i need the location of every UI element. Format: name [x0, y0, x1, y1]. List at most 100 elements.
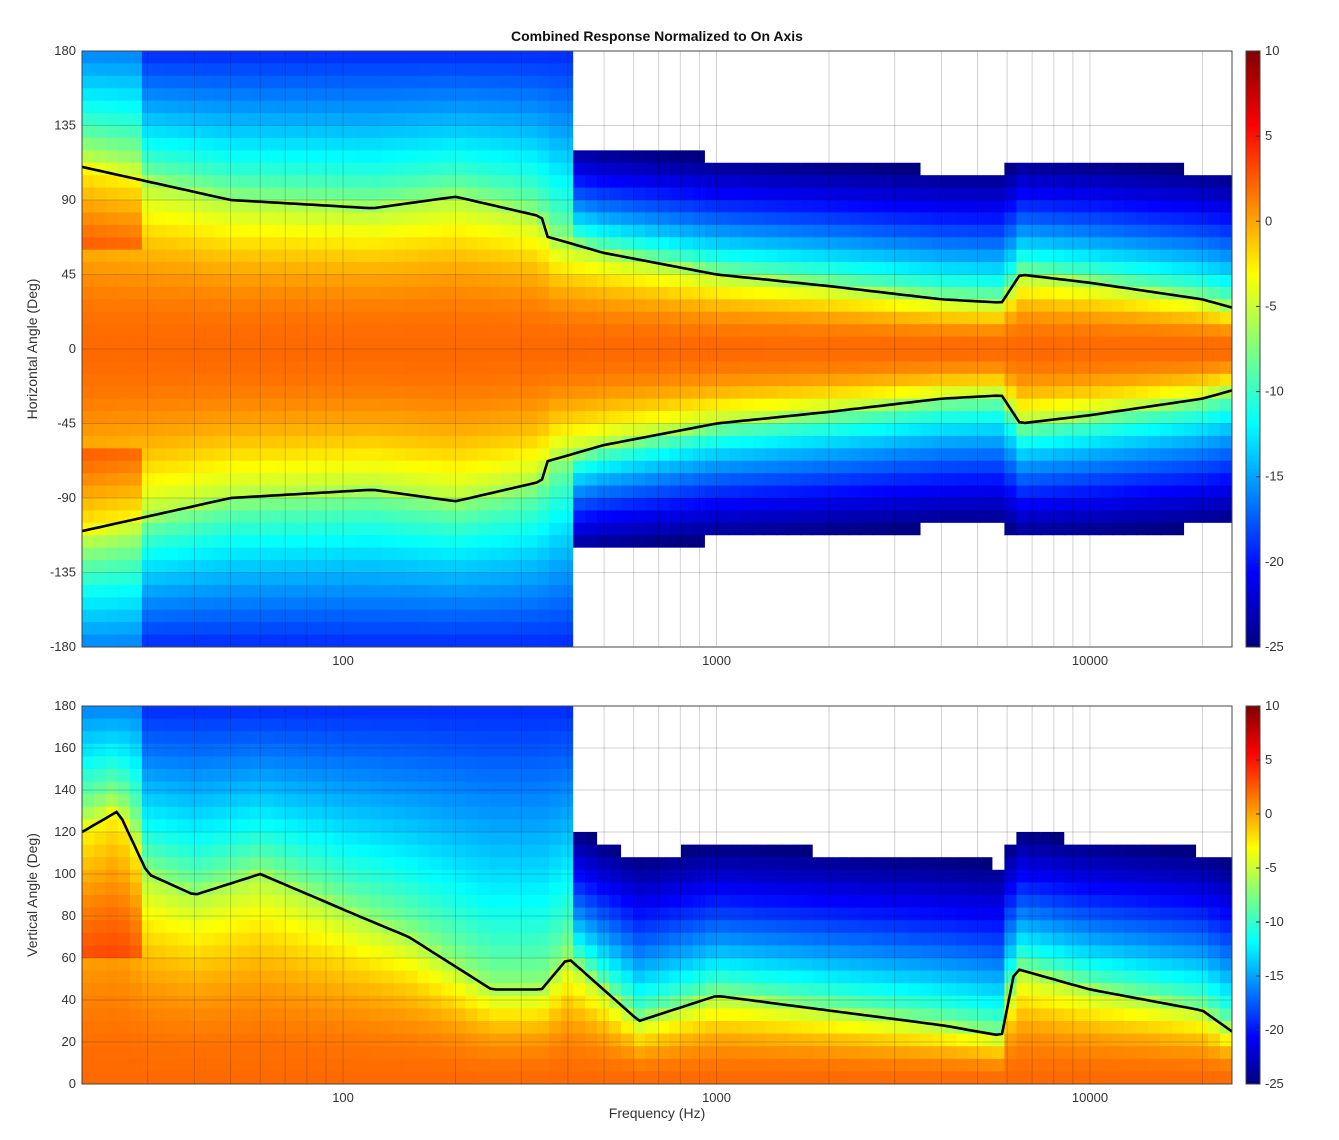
heatmap-cell	[633, 548, 646, 561]
heatmap-cell	[130, 573, 143, 586]
heatmap-cell	[1124, 275, 1137, 288]
heatmap-cell	[873, 635, 886, 648]
heatmap-cell	[370, 163, 383, 176]
heatmap-cell	[1160, 88, 1173, 101]
heatmap-cell	[1184, 597, 1197, 610]
heatmap-cell	[1028, 635, 1041, 648]
heatmap-cell	[82, 1021, 95, 1034]
heatmap-cell	[166, 424, 179, 437]
heatmap-cell	[1220, 461, 1233, 474]
heatmap-cell	[717, 51, 730, 64]
heatmap-cell	[837, 101, 850, 114]
heatmap-cell	[1136, 76, 1149, 89]
heatmap-cell	[765, 188, 778, 201]
heatmap-cell	[909, 101, 922, 114]
heatmap-cell	[202, 299, 215, 312]
heatmap-cell	[441, 163, 454, 176]
heatmap-cell	[633, 138, 646, 151]
heatmap-cell	[825, 237, 838, 250]
heatmap-cell	[118, 610, 131, 623]
heatmap-cell	[933, 200, 946, 213]
heatmap-cell	[873, 51, 886, 64]
heatmap-cell	[262, 324, 275, 337]
heatmap-cell	[465, 436, 478, 449]
heatmap-cell	[873, 212, 886, 225]
heatmap-cell	[214, 622, 227, 635]
heatmap-cell	[405, 597, 418, 610]
heatmap-cell	[489, 535, 502, 548]
heatmap-cell	[1220, 597, 1233, 610]
heatmap-cell	[1208, 275, 1221, 288]
heatmap-cell	[1064, 523, 1077, 536]
heatmap-cell	[82, 845, 95, 858]
heatmap-cell	[417, 461, 430, 474]
heatmap-cell	[921, 448, 934, 461]
heatmap-cell	[286, 523, 299, 536]
heatmap-cell	[897, 225, 910, 238]
heatmap-cell	[238, 448, 251, 461]
heatmap-cell	[178, 1071, 191, 1084]
heatmap-cell	[82, 51, 95, 64]
heatmap-cell	[489, 76, 502, 89]
heatmap-cell	[501, 374, 514, 387]
heatmap-cell	[813, 88, 826, 101]
heatmap-cell	[334, 312, 347, 325]
heatmap-cell	[717, 585, 730, 598]
heatmap-cell	[310, 237, 323, 250]
heatmap-cell	[274, 622, 287, 635]
heatmap-cell	[106, 794, 119, 807]
heatmap-cell	[441, 424, 454, 437]
heatmap-cell	[777, 150, 790, 163]
heatmap-cell	[298, 498, 311, 511]
heatmap-cell	[1076, 573, 1089, 586]
heatmap-cell	[549, 635, 562, 648]
heatmap-cell	[885, 523, 898, 536]
heatmap-cell	[753, 76, 766, 89]
heatmap-cell	[1004, 88, 1017, 101]
heatmap-cell	[609, 113, 622, 126]
heatmap-cell	[489, 399, 502, 412]
heatmap-cell	[370, 237, 383, 250]
heatmap-cell	[82, 882, 95, 895]
heatmap-cell	[1148, 250, 1161, 263]
heatmap-cell	[118, 845, 131, 858]
heatmap-cell	[1208, 101, 1221, 114]
heatmap-cell	[1124, 585, 1137, 598]
heatmap-cell	[645, 548, 658, 561]
heatmap-cell	[777, 237, 790, 250]
heatmap-cell	[82, 361, 95, 374]
heatmap-cell	[298, 188, 311, 201]
heatmap-cell	[921, 212, 934, 225]
heatmap-cell	[82, 411, 95, 424]
heatmap-cell	[334, 597, 347, 610]
heatmap-cell	[645, 212, 658, 225]
heatmap-cell	[909, 548, 922, 561]
heatmap-cell	[1028, 126, 1041, 139]
heatmap-cell	[741, 51, 754, 64]
heatmap-cell	[1076, 610, 1089, 623]
heatmap-cell	[897, 523, 910, 536]
heatmap-cell	[429, 212, 442, 225]
heatmap-cell	[861, 175, 874, 188]
heatmap-cell	[274, 250, 287, 263]
heatmap-cell	[429, 622, 442, 635]
heatmap-cell	[861, 63, 874, 76]
heatmap-cell	[777, 299, 790, 312]
heatmap-cell	[956, 535, 969, 548]
heatmap-cell	[334, 498, 347, 511]
heatmap-cell	[597, 63, 610, 76]
heatmap-cell	[417, 312, 430, 325]
heatmap-cell	[94, 498, 107, 511]
heatmap-cell	[980, 399, 993, 412]
heatmap-cell	[322, 498, 335, 511]
heatmap-cell	[370, 411, 383, 424]
heatmap-cell	[609, 324, 622, 337]
heatmap-cell	[1148, 188, 1161, 201]
heatmap-cell	[525, 361, 538, 374]
heatmap-cell	[849, 212, 862, 225]
heatmap-cell	[130, 610, 143, 623]
heatmap-cell	[154, 424, 167, 437]
heatmap-cell	[777, 436, 790, 449]
heatmap-cell	[968, 76, 981, 89]
heatmap-cell	[82, 794, 95, 807]
